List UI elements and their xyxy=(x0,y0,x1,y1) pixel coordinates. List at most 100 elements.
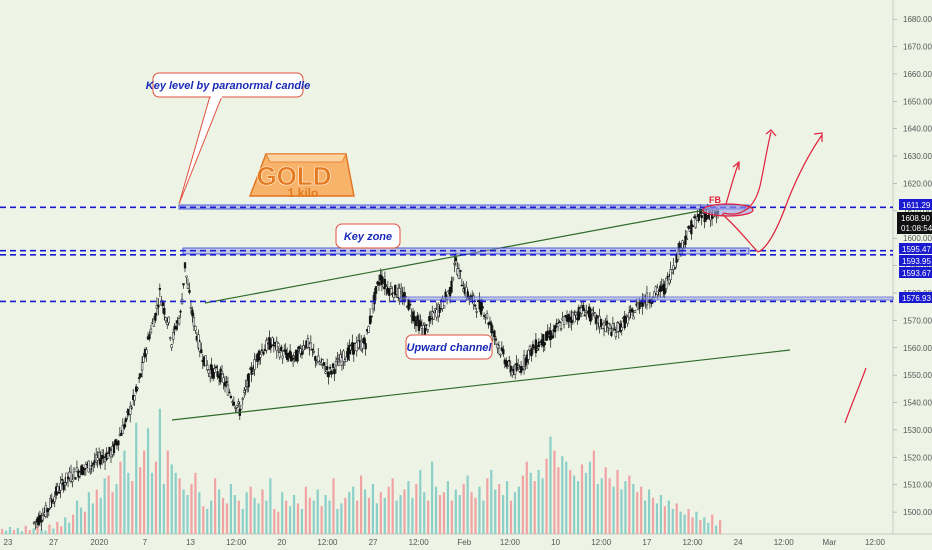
candle xyxy=(314,355,317,368)
volume-bar xyxy=(107,475,110,534)
candle-body xyxy=(500,347,503,351)
upward-channel-callout-box[interactable] xyxy=(405,334,493,360)
time-tick-label: 12:00 xyxy=(682,538,703,547)
candle-body xyxy=(490,323,493,333)
candle xyxy=(129,401,132,423)
candle-body xyxy=(633,310,637,314)
volume-bar xyxy=(411,497,414,534)
volume-bar xyxy=(431,461,434,534)
volume-bar xyxy=(640,486,643,534)
volume-bar xyxy=(478,486,481,534)
candle xyxy=(317,348,320,362)
volume-bar xyxy=(434,486,438,534)
volume-bar xyxy=(647,489,651,534)
candle xyxy=(69,464,73,484)
candle-body xyxy=(626,316,629,324)
candle xyxy=(59,476,62,499)
candle xyxy=(626,314,629,327)
volume-bar xyxy=(233,495,236,534)
candle xyxy=(509,361,512,377)
volume-bar xyxy=(324,495,327,534)
candle xyxy=(599,318,603,330)
volume-bar xyxy=(628,475,631,534)
candle xyxy=(690,218,693,240)
volume-bar xyxy=(320,506,323,534)
volume-bar xyxy=(616,470,619,534)
candle xyxy=(530,347,533,362)
time-tick-label: 12:00 xyxy=(865,538,886,547)
candle-body xyxy=(120,432,123,436)
price-tag-1577-text: 1576.93 xyxy=(902,294,931,303)
candle xyxy=(84,461,87,476)
candle-body xyxy=(694,218,697,228)
key-level-callout-box[interactable] xyxy=(152,72,304,98)
candle xyxy=(200,342,203,354)
candle-body xyxy=(129,406,132,415)
candle xyxy=(142,352,145,363)
candle xyxy=(497,341,501,355)
candle xyxy=(613,322,616,331)
candle xyxy=(164,316,167,324)
candle-body xyxy=(188,290,191,293)
candle-body xyxy=(573,314,576,323)
volume-bar xyxy=(671,508,674,534)
volume-bar xyxy=(580,464,584,534)
volume-bar xyxy=(632,483,635,534)
candle-body xyxy=(303,347,307,350)
candle xyxy=(166,317,169,330)
channel-lower-line xyxy=(171,349,791,421)
candle-body xyxy=(97,452,101,460)
candle-body xyxy=(361,342,364,349)
candle xyxy=(562,316,566,329)
candle-body xyxy=(56,486,59,493)
candle-body xyxy=(673,267,677,269)
time-tick-label: 2020 xyxy=(90,538,108,547)
plot-area[interactable] xyxy=(0,0,893,534)
candle xyxy=(426,328,429,334)
candle-body xyxy=(223,382,227,387)
time-axis-panel[interactable] xyxy=(0,534,932,550)
candle xyxy=(232,396,236,407)
price-tag-1594: 1593.95 xyxy=(899,255,932,266)
candle-body xyxy=(204,355,207,366)
volume-bar xyxy=(277,511,280,534)
candle xyxy=(413,310,416,330)
candle xyxy=(112,441,116,457)
candle xyxy=(158,283,161,298)
candle xyxy=(124,416,127,427)
candle xyxy=(670,269,674,275)
candle xyxy=(474,304,477,310)
candle-body xyxy=(684,235,687,245)
candle xyxy=(297,345,301,352)
candle-body xyxy=(183,262,187,269)
volume-bar xyxy=(450,500,453,534)
candle-body xyxy=(528,345,532,351)
price-tick-label: 1530.00 xyxy=(903,426,932,435)
candle xyxy=(573,310,576,323)
candle xyxy=(191,306,194,323)
volume-bar xyxy=(588,461,592,534)
candle-body xyxy=(670,269,674,274)
volume-bar xyxy=(454,489,457,534)
candle-body xyxy=(385,286,388,290)
key-zone-callout-box[interactable] xyxy=(335,223,401,249)
candle xyxy=(186,278,190,290)
candle xyxy=(438,304,441,318)
candle xyxy=(189,299,193,315)
fib-label: FB xyxy=(709,195,721,205)
time-tick-label: 12:00 xyxy=(500,538,521,547)
price-tag-1593-text: 1593.67 xyxy=(902,269,931,278)
volume-bar xyxy=(174,472,177,534)
candle-body xyxy=(333,369,336,375)
candle xyxy=(638,297,641,314)
volume-bar xyxy=(336,508,339,534)
candle-body xyxy=(328,367,332,369)
candle-body xyxy=(46,508,49,512)
candle-body xyxy=(380,275,384,285)
candle xyxy=(192,312,196,331)
candle-body xyxy=(685,238,689,240)
candle-body xyxy=(331,363,335,368)
volume-bar xyxy=(490,470,493,534)
candle xyxy=(71,474,74,488)
price-tag-1611: 1611.29 xyxy=(899,199,932,210)
